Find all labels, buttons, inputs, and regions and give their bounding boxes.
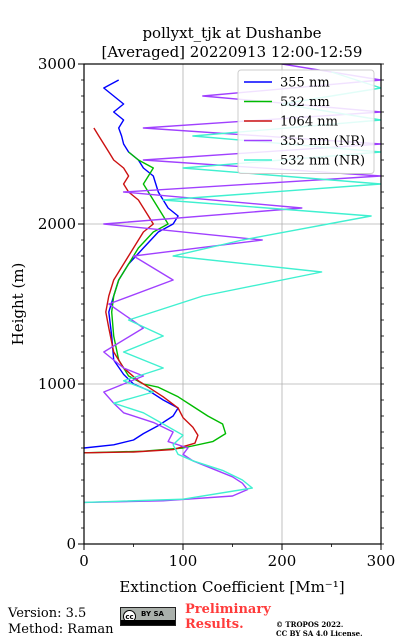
cc-license-badge: cc BY SA: [120, 607, 176, 626]
copyright-notice: © TROPOS 2022. CC BY SA 4.0 License.: [276, 620, 363, 638]
version-text: Version: 3.5: [8, 606, 87, 621]
legend-box: [237, 69, 375, 174]
chart: pollyxt_tjk at Dushanbe [Averaged] 20220…: [9, 24, 396, 596]
legend-label: 355 nm (NR): [280, 134, 365, 149]
series-line-1: [84, 79, 179, 449]
legend: 355 nm 532 nm 1064 nm 355 nm (NR) 532 nm (NR…: [237, 69, 375, 174]
y-tick-label: 3000: [38, 55, 76, 73]
method-text: Method: Raman: [8, 622, 114, 637]
series-line-3: [84, 127, 199, 454]
legend-label: 1064 nm: [280, 115, 338, 130]
chart-title-line2: [Averaged] 20220913 12:00-12:59: [102, 43, 363, 61]
x-axis-label: Extinction Coefficient [Mm⁻¹]: [119, 578, 344, 596]
y-axis-label: Height (m): [9, 263, 27, 346]
cc-badge-strip: [121, 620, 175, 625]
prelim-line2: Results.: [185, 617, 244, 632]
legend-label: 355 nm: [280, 76, 330, 91]
y-tick-label: 0: [66, 535, 76, 553]
series-line-2: [84, 151, 227, 454]
series-line-4: [84, 64, 381, 504]
copyright-line2: CC BY SA 4.0 License.: [276, 629, 363, 638]
y-tick-label: 1000: [38, 375, 76, 393]
preliminary-notice: Preliminary Results.: [185, 602, 271, 632]
chart-title-line1: pollyxt_tjk at Dushanbe: [142, 24, 321, 42]
cc-by-sa-label: BY SA: [141, 610, 164, 618]
footer-info: Version: 3.5 Method: Raman: [8, 606, 114, 638]
x-tick-label: 0: [79, 552, 89, 570]
copyright-line1: © TROPOS 2022.: [276, 620, 344, 629]
prelim-line1: Preliminary: [185, 602, 271, 617]
y-tick-label: 2000: [38, 215, 76, 233]
x-tick-label: 200: [268, 552, 297, 570]
legend-label: 532 nm: [280, 95, 330, 110]
legend-label: 532 nm (NR): [280, 154, 365, 169]
x-tick-label: 300: [367, 552, 396, 570]
x-tick-label: 100: [169, 552, 198, 570]
